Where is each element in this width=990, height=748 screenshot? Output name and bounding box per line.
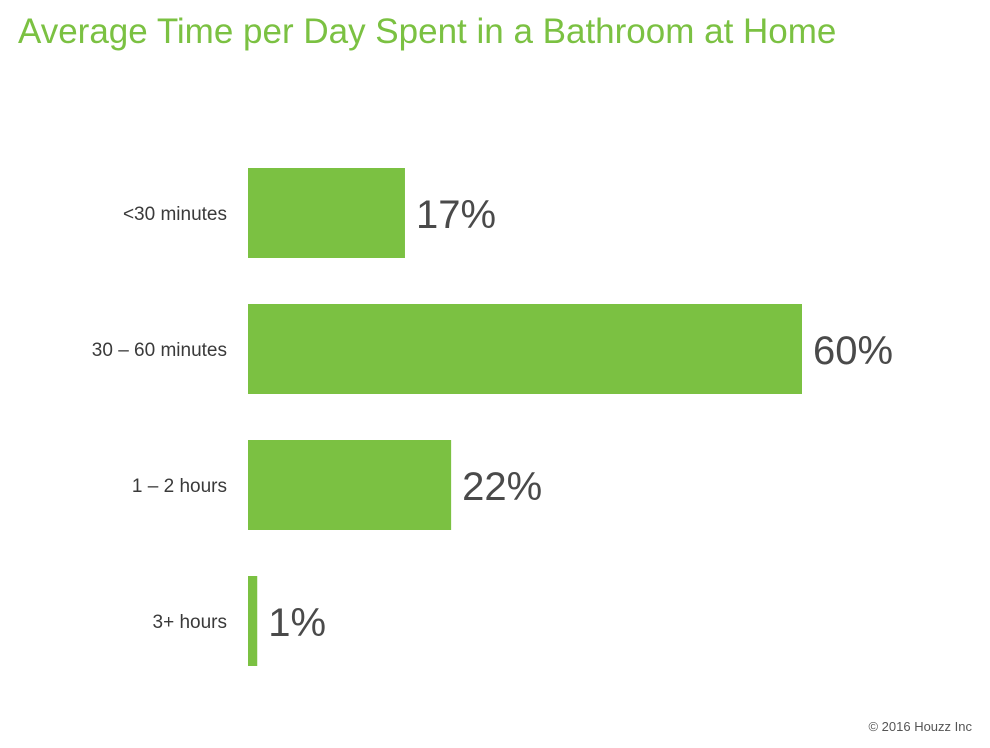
bar <box>248 304 802 394</box>
bar <box>248 168 405 258</box>
value-label: 17% <box>416 193 496 237</box>
value-label: 60% <box>813 329 893 373</box>
copyright-notice: © 2016 Houzz Inc <box>868 719 972 734</box>
bar <box>248 440 452 530</box>
category-label: 30 – 60 minutes <box>92 340 227 361</box>
chart-title: Average Time per Day Spent in a Bathroom… <box>18 12 837 51</box>
value-label: 1% <box>268 601 326 645</box>
value-label: 22% <box>462 465 542 509</box>
bar <box>248 576 258 666</box>
category-label: 1 – 2 hours <box>132 476 227 497</box>
category-label: <30 minutes <box>123 204 227 225</box>
category-label: 3+ hours <box>153 612 227 633</box>
